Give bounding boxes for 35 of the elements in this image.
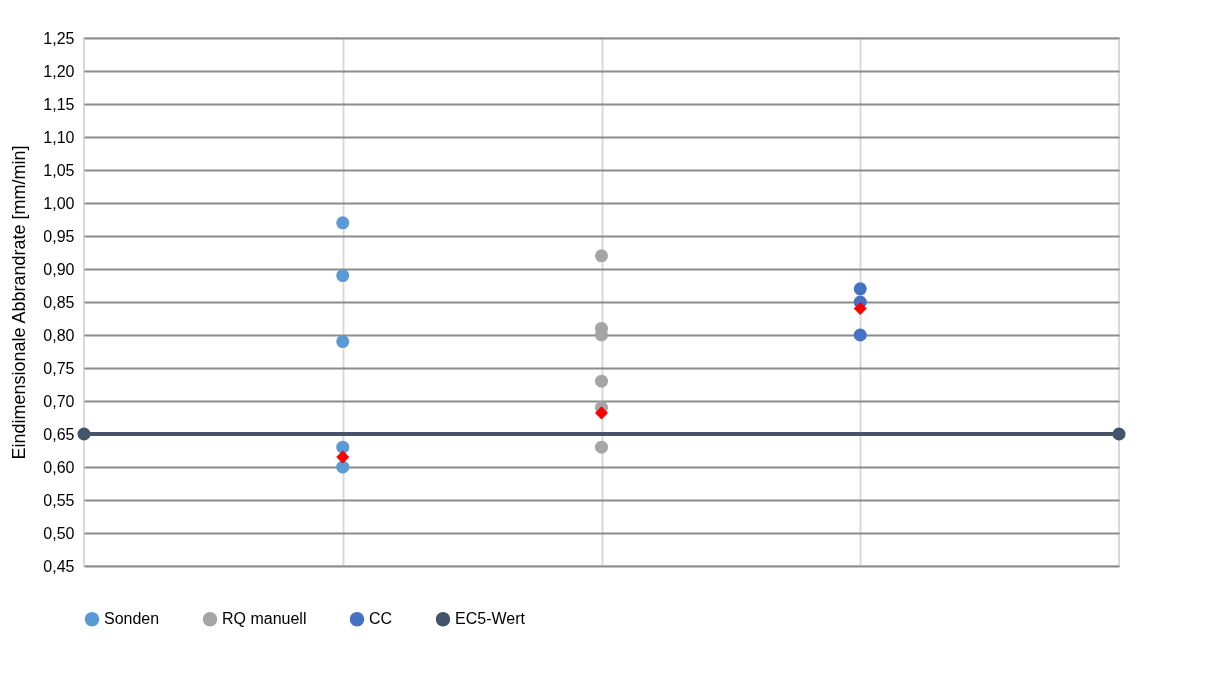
- y-tick-label: 0,60: [43, 458, 75, 476]
- y-tick-label: 0,55: [43, 491, 75, 509]
- y-tick-label: 1,20: [43, 62, 75, 80]
- y-tick-label: 1,00: [43, 194, 75, 212]
- point: [594, 406, 609, 420]
- point: [853, 282, 867, 296]
- y-tick-label: 0,90: [43, 260, 75, 278]
- y-tick-label: 1,10: [43, 128, 75, 146]
- point: [594, 440, 609, 454]
- point: [336, 460, 350, 474]
- y-tick-label: 1,05: [43, 161, 75, 179]
- y-tick-label: 1,15: [43, 95, 75, 113]
- legend-label: RQ manuell: [222, 610, 307, 628]
- y-tick-label: 0,50: [43, 524, 75, 542]
- y-tick-label: 0,80: [43, 326, 75, 344]
- y-tick-label: 0,75: [43, 359, 75, 377]
- legend-label: EC5-Wert: [455, 610, 526, 628]
- y-tick-label: 0,65: [43, 425, 75, 443]
- y-axis-title: Eindimensionale Abbrandrate [mm/min]: [9, 145, 30, 460]
- y-tick-label: 0,45: [43, 557, 75, 575]
- point: [853, 328, 867, 342]
- point: [594, 249, 609, 263]
- point: [336, 335, 350, 349]
- point: [336, 450, 350, 464]
- point: [336, 440, 350, 454]
- legend-label: Sonden: [104, 610, 160, 628]
- y-tick-label: 0,95: [43, 227, 75, 245]
- legend-label: CC: [369, 610, 393, 628]
- point: [594, 374, 609, 388]
- y-tick-label: 1,25: [43, 29, 75, 47]
- point: [853, 302, 867, 316]
- y-tick-label: 0,70: [43, 392, 75, 410]
- y-tick-label: 0,85: [43, 293, 75, 311]
- point: [336, 269, 350, 283]
- point: [336, 216, 350, 230]
